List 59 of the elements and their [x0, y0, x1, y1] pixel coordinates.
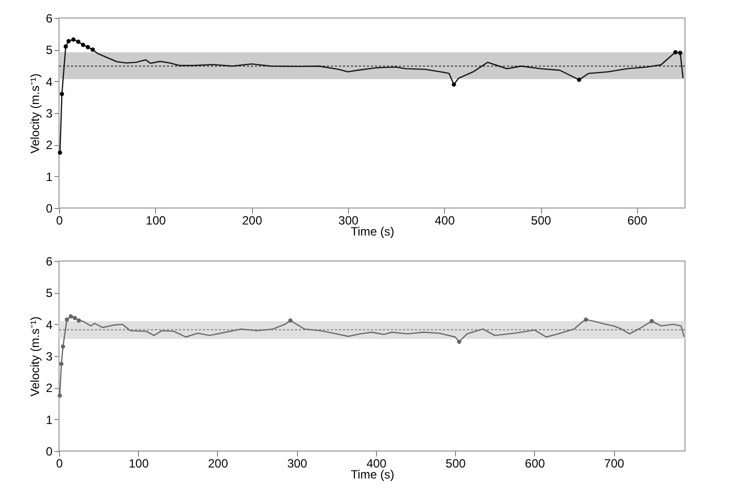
y-tick-label: 2: [46, 381, 53, 396]
y-tick-label: 4: [46, 318, 53, 332]
x-tick-label: 0: [56, 456, 64, 470]
point: [60, 344, 66, 349]
y-tick-label: 1: [46, 170, 53, 184]
point: [86, 45, 90, 50]
point: [457, 340, 462, 344]
point: [60, 92, 64, 96]
point: [673, 50, 678, 54]
point: [71, 37, 76, 42]
x-tick-label: 100: [146, 214, 166, 228]
x-tick-label: 300: [287, 456, 308, 470]
x-tick-label: 100: [128, 456, 150, 470]
x-tick-label: 500: [446, 456, 466, 470]
y-tick-label: 0: [46, 202, 53, 216]
point: [288, 318, 293, 323]
point: [72, 316, 77, 320]
x-tick-label: 300: [338, 214, 359, 228]
point: [76, 318, 81, 323]
line-series: [59, 316, 685, 396]
point: [66, 39, 71, 44]
y-tick-label: 5: [46, 43, 53, 58]
x-tick-label: 700: [604, 456, 625, 470]
y-tick-label: 6: [46, 254, 53, 268]
x-tick-label: 600: [627, 214, 648, 228]
y-tick-label: 6: [46, 12, 53, 26]
point: [58, 393, 62, 398]
y-tick-label: 3: [46, 106, 53, 120]
x-tick-label: 600: [524, 456, 546, 470]
point: [59, 362, 64, 366]
point: [90, 48, 95, 52]
y-tick-label: 5: [46, 286, 53, 300]
line-series: [59, 38, 684, 154]
point: [650, 319, 654, 324]
point: [58, 150, 62, 155]
y-tick-label: 4: [46, 74, 53, 89]
point: [452, 82, 456, 87]
point: [576, 78, 582, 82]
y-axis-title: Velocity (m.s⁻¹): [28, 73, 42, 154]
point: [76, 40, 80, 44]
x-tick-label: 0: [56, 214, 64, 228]
x-axis-title: Time (s): [350, 224, 394, 238]
x-tick-label: 500: [531, 214, 552, 228]
point: [64, 44, 68, 49]
point: [80, 42, 86, 48]
y-tick-label: 3: [46, 350, 53, 364]
x-tick-label: 200: [208, 456, 228, 470]
y-axis-title: Velocity (m.s⁻¹): [28, 316, 42, 397]
x-tick-label: 200: [242, 214, 262, 228]
point: [584, 317, 588, 322]
y-tick-label: 1: [46, 412, 53, 427]
point: [678, 50, 682, 55]
y-tick-label: 0: [46, 444, 53, 458]
point: [68, 314, 74, 319]
x-tick-label: 400: [434, 214, 456, 228]
point: [64, 317, 70, 322]
x-axis-title: Time (s): [350, 468, 394, 482]
x-tick-label: 400: [366, 456, 387, 470]
y-tick-label: 2: [46, 138, 53, 152]
